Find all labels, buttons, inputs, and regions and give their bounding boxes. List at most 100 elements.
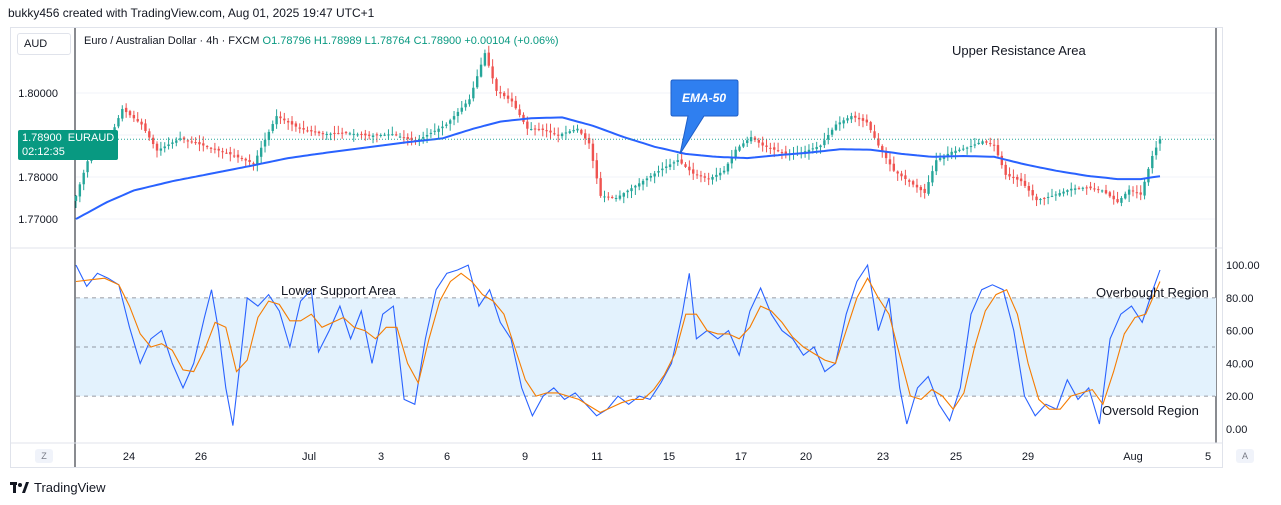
candle-body <box>82 172 85 185</box>
candle-body <box>151 137 155 145</box>
candle-body <box>348 133 352 135</box>
candle-body <box>518 109 521 116</box>
candle-body <box>680 159 683 164</box>
candle-body <box>1012 176 1015 179</box>
ema-50-line-group <box>75 116 1161 220</box>
candle-body <box>337 133 340 135</box>
time-tick-label: 29 <box>1022 451 1034 463</box>
candle-body <box>1023 180 1027 186</box>
candle-body <box>877 138 880 146</box>
candle-body <box>1077 188 1081 190</box>
candle-body <box>371 135 375 137</box>
candle-body <box>148 131 151 138</box>
candle-body <box>1135 192 1139 194</box>
candle-body <box>503 92 506 97</box>
candle-body <box>815 146 818 150</box>
zoom-button[interactable]: Z <box>35 449 53 463</box>
candle-body <box>692 169 695 174</box>
candle-body <box>684 164 687 167</box>
candle-body <box>958 149 961 151</box>
candle-body <box>140 121 143 125</box>
candle-body <box>229 152 232 155</box>
candle-body <box>364 133 367 136</box>
candle-body <box>506 95 510 99</box>
candle-body <box>387 134 390 136</box>
candle-body <box>884 152 888 159</box>
currency-selector[interactable]: AUD <box>17 33 71 55</box>
price-badge-ticker: EURAUD <box>67 132 115 144</box>
candle-body <box>695 174 699 176</box>
candle-body <box>938 158 942 161</box>
candle-body <box>1031 190 1034 196</box>
candle-body <box>175 140 178 143</box>
currency-label: AUD <box>24 38 48 50</box>
candle-body <box>298 127 301 129</box>
candle-body <box>464 103 467 108</box>
candle-body <box>1112 195 1115 200</box>
candle-body <box>992 144 996 146</box>
price-tick-label: 1.78000 <box>18 172 58 184</box>
candle-body <box>1000 155 1004 166</box>
candle-body <box>452 116 456 120</box>
price-badge-countdown: 02:12:35 <box>22 146 65 158</box>
candle-body <box>908 180 911 182</box>
candle-body <box>703 176 706 178</box>
candle-body <box>487 52 490 66</box>
symbol-legend[interactable]: Euro / Australian Dollar · 4h · FXCM O1.… <box>84 35 559 47</box>
candle-body <box>117 118 120 127</box>
tradingview-logo[interactable]: TradingView <box>10 480 106 495</box>
candle-body <box>1158 139 1162 144</box>
candle-body <box>541 128 544 130</box>
candle-body <box>977 142 980 145</box>
candle-body <box>726 163 730 172</box>
candle-body <box>259 147 263 157</box>
candle-body <box>1127 189 1131 195</box>
candle-body <box>989 143 992 145</box>
candle-body <box>406 137 409 139</box>
candle-body <box>869 122 872 131</box>
time-axis-ticks: 24 26 Jul 3 6 9 11 15 17 20 23 25 29 Aug 5 <box>123 451 1211 463</box>
candle-body <box>780 152 784 154</box>
candle-body <box>155 143 159 151</box>
oversold-label: Oversold Region <box>1102 403 1199 418</box>
time-tick-label: 17 <box>735 451 747 463</box>
candle-body <box>232 155 236 157</box>
candle-body <box>217 148 220 151</box>
candle-body <box>1143 181 1146 196</box>
candle-body <box>568 131 571 134</box>
candle-body <box>1035 196 1038 201</box>
candle-body <box>159 148 163 151</box>
candle-body <box>186 140 190 142</box>
ohlc-values: O1.78796 H1.78989 L1.78764 C1.78900 +0.0… <box>262 35 559 47</box>
candle-body <box>248 159 251 163</box>
candle-body <box>595 160 598 179</box>
candle-body <box>823 140 826 146</box>
candle-body <box>86 161 89 173</box>
candle-body <box>981 141 984 144</box>
candle-body <box>1093 188 1096 190</box>
candle-body <box>738 146 741 151</box>
candle-body <box>333 132 336 134</box>
candle-body <box>931 171 934 183</box>
candle-body <box>773 147 776 150</box>
auto-scale-button[interactable]: A <box>1236 449 1254 463</box>
candle-body <box>190 141 193 143</box>
candle-body <box>1054 194 1058 196</box>
candle-body <box>672 162 676 164</box>
candle-body <box>722 170 726 173</box>
candle-body <box>769 147 772 149</box>
candle-body <box>572 129 575 132</box>
candle-body <box>1062 191 1065 194</box>
candle-body <box>707 178 710 180</box>
candle-body <box>973 144 977 146</box>
candle-body <box>784 151 788 154</box>
candle-body <box>584 133 587 139</box>
candle-body <box>472 87 475 99</box>
candle-body <box>911 181 915 185</box>
candle-body <box>198 142 201 145</box>
candle-body <box>611 196 614 198</box>
candle-body <box>742 143 745 147</box>
candle-body <box>1050 195 1054 197</box>
candle-body <box>657 171 660 173</box>
